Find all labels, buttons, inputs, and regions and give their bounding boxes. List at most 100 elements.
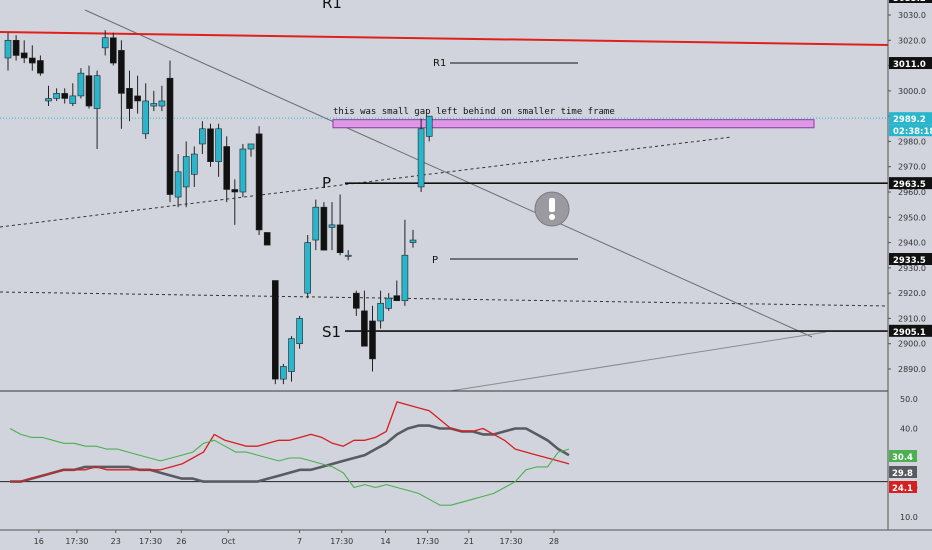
candle-body[interactable] [45, 98, 52, 102]
candle-body[interactable] [344, 254, 352, 257]
price-tick-label: 2910.0 [898, 314, 926, 323]
dashed-channel-line-upper[interactable] [0, 136, 733, 228]
time-tick-label: 17:30 [65, 537, 88, 546]
candle-body[interactable] [199, 128, 206, 145]
price-tag-label: 3035.2 [893, 0, 926, 4]
alert-icon-dot [549, 214, 555, 220]
candle-body[interactable] [85, 75, 93, 107]
candle-body[interactable] [336, 224, 344, 253]
candle-body[interactable] [263, 232, 271, 246]
price-tick-label: 3020.0 [898, 36, 926, 45]
price-tick-label: 2960.0 [898, 188, 926, 197]
candle-body[interactable] [231, 189, 239, 193]
candle-body[interactable] [158, 100, 166, 107]
candle-body[interactable] [4, 39, 12, 59]
osc-value-tag-label: 29.8 [892, 469, 913, 479]
candle-body[interactable] [182, 156, 190, 188]
candle-body[interactable] [328, 224, 336, 228]
candle-body[interactable] [393, 295, 401, 302]
candle-body[interactable] [288, 338, 295, 372]
candle-body[interactable] [150, 103, 158, 107]
candle-body[interactable] [207, 128, 214, 162]
osc-value-tag-box [889, 450, 917, 462]
price-tick-label: 3030.0 [898, 11, 926, 20]
candle-body[interactable] [296, 318, 303, 345]
price-tag-label: 02:38:18 [893, 127, 932, 137]
price-tick-label: 2900.0 [898, 340, 926, 349]
candle-body[interactable] [101, 37, 109, 49]
ascending-trendline[interactable] [449, 331, 827, 392]
price-tag-box [889, 57, 932, 70]
candle-body[interactable] [280, 366, 287, 380]
candle-body[interactable] [417, 128, 425, 188]
dashed-channel-line-lower[interactable] [0, 291, 889, 307]
price-tag-box [889, 112, 932, 125]
candle-body[interactable] [93, 75, 101, 109]
time-tick-label: Oct [221, 537, 235, 546]
price-tag-label: 2963.5 [893, 180, 926, 190]
candle-body[interactable] [142, 100, 149, 135]
osc-green-series[interactable] [9, 428, 570, 506]
osc-ma-series[interactable] [10, 424, 570, 483]
candle-body[interactable] [28, 57, 36, 64]
candle-body[interactable] [247, 143, 255, 150]
price-tag-box [889, 124, 932, 137]
osc-value-tag-label: 30.4 [892, 453, 913, 463]
candle-body[interactable] [361, 310, 368, 347]
osc-tick-label: 50.0 [900, 395, 918, 404]
pivot-label-r1-small: R1 [433, 58, 446, 69]
time-tick-label: 21 [464, 537, 474, 546]
candle-body[interactable] [320, 206, 328, 251]
candle-body[interactable] [166, 77, 174, 195]
gap-annotation-text: this was small gap left behind on smalle… [333, 107, 615, 117]
descending-trendline[interactable] [84, 9, 813, 338]
price-tag-box [889, 177, 932, 190]
candle-body[interactable] [312, 206, 320, 241]
price-tag-label: 2933.5 [893, 256, 926, 266]
candle-body[interactable] [134, 95, 141, 102]
candle-body[interactable] [118, 50, 125, 94]
time-tick-label: 16 [34, 537, 44, 546]
osc-tick-label: 40.0 [900, 425, 918, 434]
price-tick-label: 3000.0 [898, 87, 926, 96]
candle-body[interactable] [377, 302, 384, 322]
price-tick-label: 2980.0 [898, 137, 926, 146]
time-tick-label: 17:30 [139, 537, 162, 546]
red-resistance-line[interactable] [0, 31, 889, 46]
price-tick-label: 2950.0 [898, 213, 926, 222]
candle-body[interactable] [304, 242, 312, 294]
candle-body[interactable] [20, 52, 28, 59]
candle-body[interactable] [385, 297, 393, 309]
candle-body[interactable] [425, 115, 433, 137]
gap-highlight-zone[interactable] [332, 119, 815, 129]
candle-body[interactable] [12, 39, 20, 56]
candle-body[interactable] [401, 254, 409, 302]
osc-value-tag-label: 24.1 [892, 484, 913, 494]
price-tag-box [889, 253, 932, 266]
candle-body[interactable] [77, 72, 85, 97]
osc-red-series[interactable] [10, 401, 570, 483]
candle-body[interactable] [255, 133, 263, 231]
candle-body[interactable] [369, 320, 376, 360]
candle-body[interactable] [271, 280, 279, 380]
price-tag-label: 2905.1 [893, 328, 926, 338]
candle-body[interactable] [352, 292, 360, 309]
candle-body[interactable] [409, 239, 417, 243]
time-tick-label: 17:30 [499, 537, 522, 546]
candle-body[interactable] [69, 95, 77, 104]
candle-body[interactable] [174, 171, 182, 198]
candle-body[interactable] [61, 93, 69, 99]
price-tag-box [889, 324, 932, 337]
candle-body[interactable] [37, 60, 44, 74]
candle-body[interactable] [53, 93, 60, 99]
osc-value-tag-box [889, 481, 917, 493]
candle-body[interactable] [215, 128, 222, 162]
candle-body[interactable] [223, 146, 230, 190]
time-tick-label: 17:30 [330, 537, 353, 546]
candle-body[interactable] [239, 148, 247, 193]
candle-body[interactable] [191, 153, 198, 175]
candle-body[interactable] [126, 88, 133, 109]
candle-body[interactable] [110, 37, 117, 64]
